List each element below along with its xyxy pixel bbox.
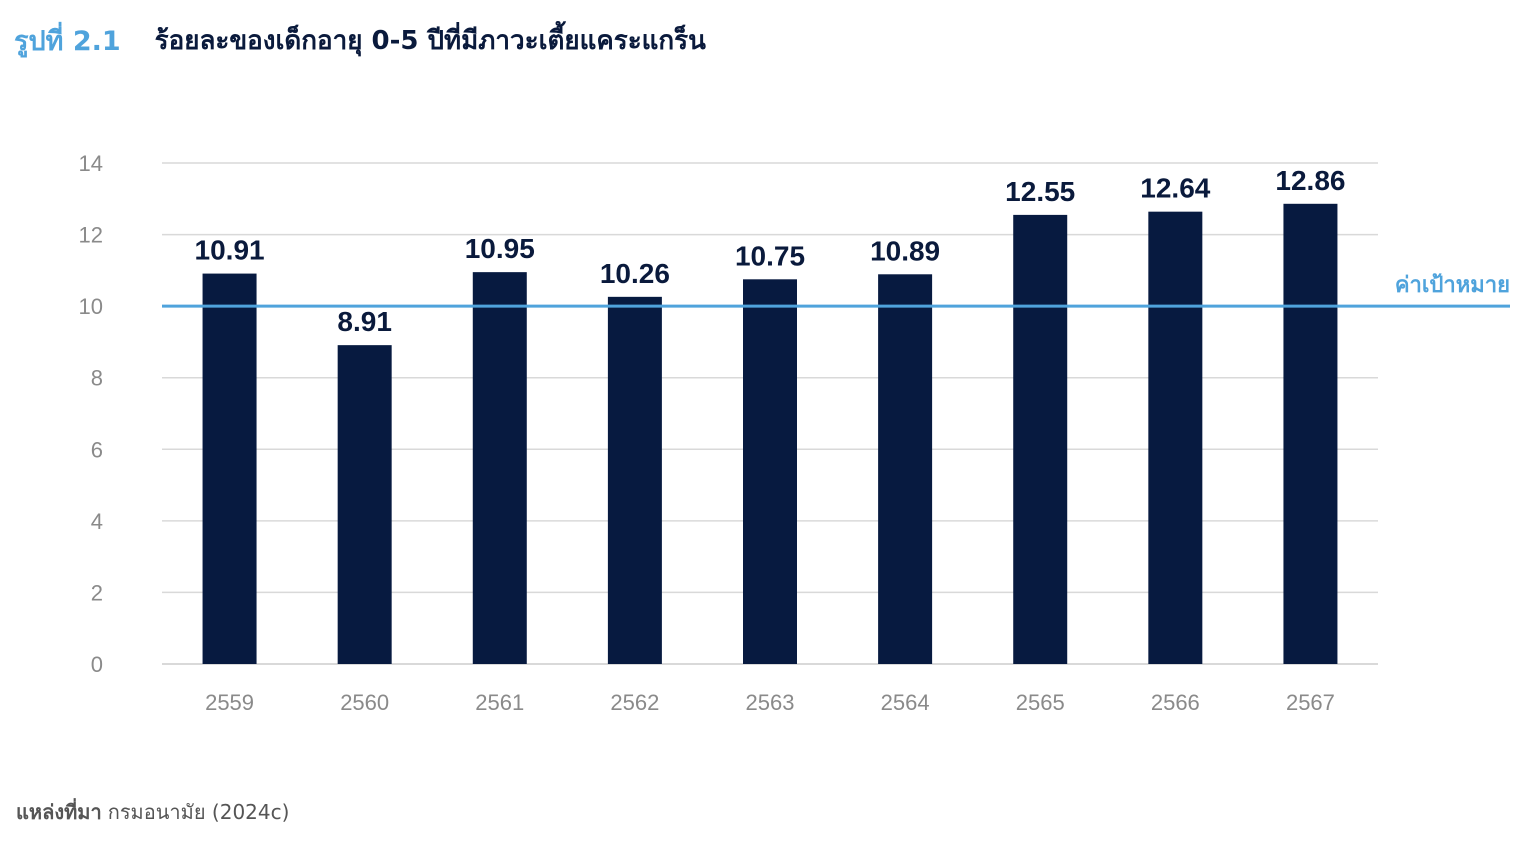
y-tick-label: 6: [91, 437, 103, 462]
data-label: 8.91: [337, 306, 392, 337]
target-line-label: ค่าเป้าหมาย: [1395, 273, 1510, 298]
bar: [878, 274, 933, 664]
x-tick-label: 2561: [475, 690, 524, 715]
x-tick-label: 2567: [1286, 690, 1335, 715]
x-tick-label: 2563: [746, 690, 795, 715]
x-tick-label: 2560: [340, 690, 389, 715]
x-tick-label: 2566: [1151, 690, 1200, 715]
y-tick-label: 8: [91, 366, 103, 391]
figure-label: รูปที่ 2.1: [14, 25, 121, 57]
y-tick-label: 10: [79, 294, 103, 319]
bar: [1013, 214, 1068, 664]
bar: [607, 296, 662, 664]
source-text: กรมอนามัย (2024c): [107, 800, 290, 824]
data-label: 10.95: [465, 233, 535, 264]
bar: [743, 279, 797, 664]
data-label: 12.64: [1140, 173, 1210, 204]
y-tick-label: 14: [79, 151, 103, 176]
bar: [1283, 203, 1338, 664]
y-tick-label: 12: [79, 223, 103, 248]
x-tick-label: 2559: [205, 690, 254, 715]
data-label: 12.55: [1005, 176, 1075, 207]
x-tick-label: 2562: [610, 690, 659, 715]
data-label: 12.86: [1275, 165, 1345, 196]
source-note: แหล่งที่มา กรมอนามัย (2024c): [16, 796, 289, 828]
figure-title: ร้อยละของเด็กอายุ 0-5 ปีที่มีภาวะเตี้ยแค…: [154, 25, 706, 56]
bar: [1148, 211, 1203, 664]
data-label: 10.89: [870, 235, 940, 266]
bar: [472, 272, 527, 664]
bar: [202, 273, 257, 664]
y-tick-label: 0: [91, 652, 103, 677]
x-tick-label: 2564: [881, 690, 930, 715]
bar: [337, 345, 392, 664]
data-label: 10.26: [600, 258, 670, 289]
data-label: 10.91: [195, 235, 265, 266]
y-tick-label: 4: [91, 509, 103, 534]
figure-header: รูปที่ 2.1 ร้อยละของเด็กอายุ 0-5 ปีที่มี…: [14, 18, 706, 62]
x-tick-label: 2565: [1016, 690, 1065, 715]
y-tick-label: 2: [91, 580, 103, 605]
source-label: แหล่งที่มา: [16, 800, 102, 824]
data-label: 10.75: [735, 240, 805, 271]
